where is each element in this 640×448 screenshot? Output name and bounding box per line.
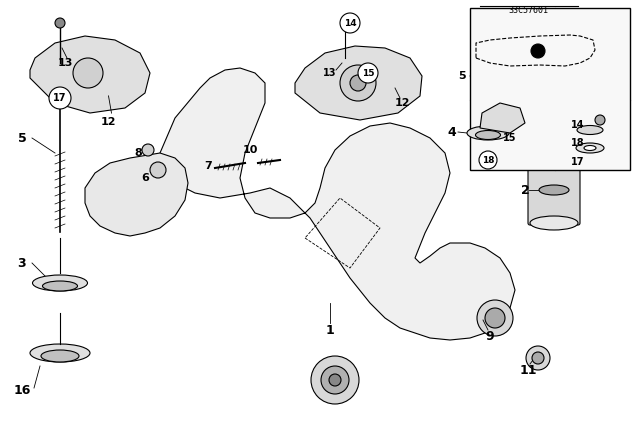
Text: 17: 17 [53, 93, 67, 103]
Ellipse shape [530, 216, 578, 230]
Polygon shape [160, 68, 515, 340]
Text: 13: 13 [58, 58, 73, 68]
Text: 12: 12 [100, 117, 116, 127]
Text: 4: 4 [447, 125, 456, 138]
Ellipse shape [33, 275, 88, 291]
FancyBboxPatch shape [528, 151, 580, 225]
Text: 33C57601: 33C57601 [508, 5, 548, 14]
Text: 9: 9 [486, 329, 494, 343]
Text: 5: 5 [18, 132, 26, 145]
Text: 2: 2 [520, 184, 529, 197]
Polygon shape [480, 103, 525, 133]
Polygon shape [30, 36, 150, 113]
Ellipse shape [30, 344, 90, 362]
Circle shape [311, 356, 359, 404]
Ellipse shape [577, 125, 603, 134]
Text: 18: 18 [571, 138, 585, 148]
Text: 5: 5 [458, 71, 466, 81]
Text: 15: 15 [503, 133, 516, 143]
Text: 13: 13 [323, 68, 337, 78]
Circle shape [340, 65, 376, 101]
Ellipse shape [467, 126, 509, 140]
Ellipse shape [584, 146, 596, 151]
Circle shape [340, 13, 360, 33]
Circle shape [73, 58, 103, 88]
Circle shape [142, 144, 154, 156]
Text: 11: 11 [519, 363, 537, 376]
Text: 16: 16 [13, 383, 31, 396]
Polygon shape [85, 153, 188, 236]
Circle shape [150, 162, 166, 178]
Circle shape [526, 346, 550, 370]
Circle shape [532, 352, 544, 364]
Circle shape [55, 18, 65, 28]
Circle shape [485, 308, 505, 328]
Ellipse shape [539, 185, 569, 195]
Text: 1: 1 [326, 323, 334, 336]
Text: 14: 14 [344, 18, 356, 27]
Circle shape [595, 115, 605, 125]
Ellipse shape [576, 143, 604, 153]
Ellipse shape [530, 146, 578, 160]
Circle shape [477, 300, 513, 336]
Circle shape [531, 44, 545, 58]
Polygon shape [295, 46, 422, 120]
Text: 18: 18 [482, 155, 494, 164]
Text: 3: 3 [18, 257, 26, 270]
Text: 6: 6 [141, 173, 149, 183]
Circle shape [350, 75, 366, 91]
Text: 14: 14 [572, 120, 585, 130]
Text: 12: 12 [394, 98, 410, 108]
Circle shape [321, 366, 349, 394]
Text: 17: 17 [572, 157, 585, 167]
Circle shape [358, 63, 378, 83]
Circle shape [49, 87, 71, 109]
Bar [470, 8, 630, 170]
Text: 7: 7 [204, 161, 212, 171]
Ellipse shape [41, 350, 79, 362]
Circle shape [479, 151, 497, 169]
Ellipse shape [476, 130, 500, 139]
Text: 10: 10 [243, 145, 258, 155]
Text: 8: 8 [134, 148, 142, 158]
Ellipse shape [42, 281, 77, 291]
Circle shape [329, 374, 341, 386]
Text: 15: 15 [362, 69, 374, 78]
